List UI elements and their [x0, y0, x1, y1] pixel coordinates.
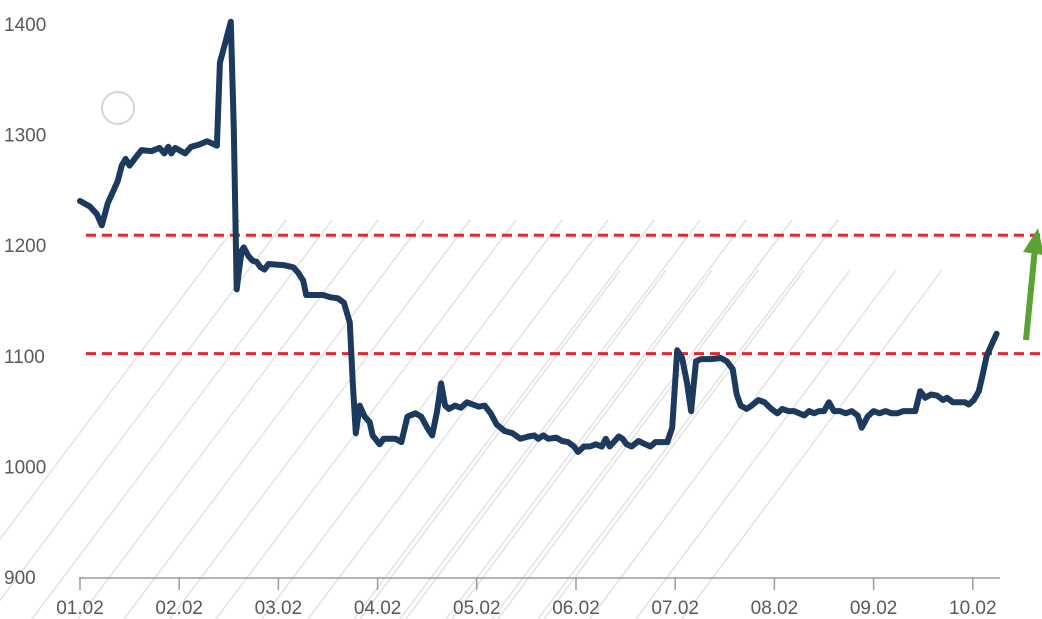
x-tick-label: 10.02 [949, 598, 997, 619]
x-tick-label: 08.02 [751, 598, 799, 619]
x-tick-label: 03.02 [255, 598, 303, 619]
y-tick-label: 1200 [4, 236, 46, 257]
y-tick-label: 1100 [4, 347, 45, 368]
x-tick-label: 05.02 [453, 598, 501, 619]
x-axis: 01.02 02.02 03.02 04.02 05.02 06.02 07.02 08.02… [56, 577, 1000, 619]
y-tick-label: 900 [4, 568, 36, 589]
x-tick-label: 09.02 [850, 598, 898, 619]
up-arrow-head [1023, 228, 1042, 255]
y-axis: 900 1000 1100 1200 1300 1400 [4, 15, 46, 589]
watermark-logo [0, 91, 943, 619]
x-tick-label: 07.02 [651, 598, 699, 619]
series-line-0 [77, 18, 1000, 455]
reference-lines [86, 233, 1040, 356]
y-tick-label: 1300 [4, 126, 46, 147]
annotation-layer [1023, 228, 1042, 341]
x-tick-label: 06.02 [552, 598, 600, 619]
x-tick-label: 01.02 [56, 598, 104, 619]
x-tick-label: 02.02 [155, 598, 203, 619]
series-layer [77, 18, 1000, 455]
y-tick-label: 1000 [4, 457, 46, 478]
y-tick-label: 1400 [4, 15, 46, 36]
up-arrow-shaft [1023, 247, 1038, 341]
x-tick-label: 04.02 [354, 598, 402, 619]
